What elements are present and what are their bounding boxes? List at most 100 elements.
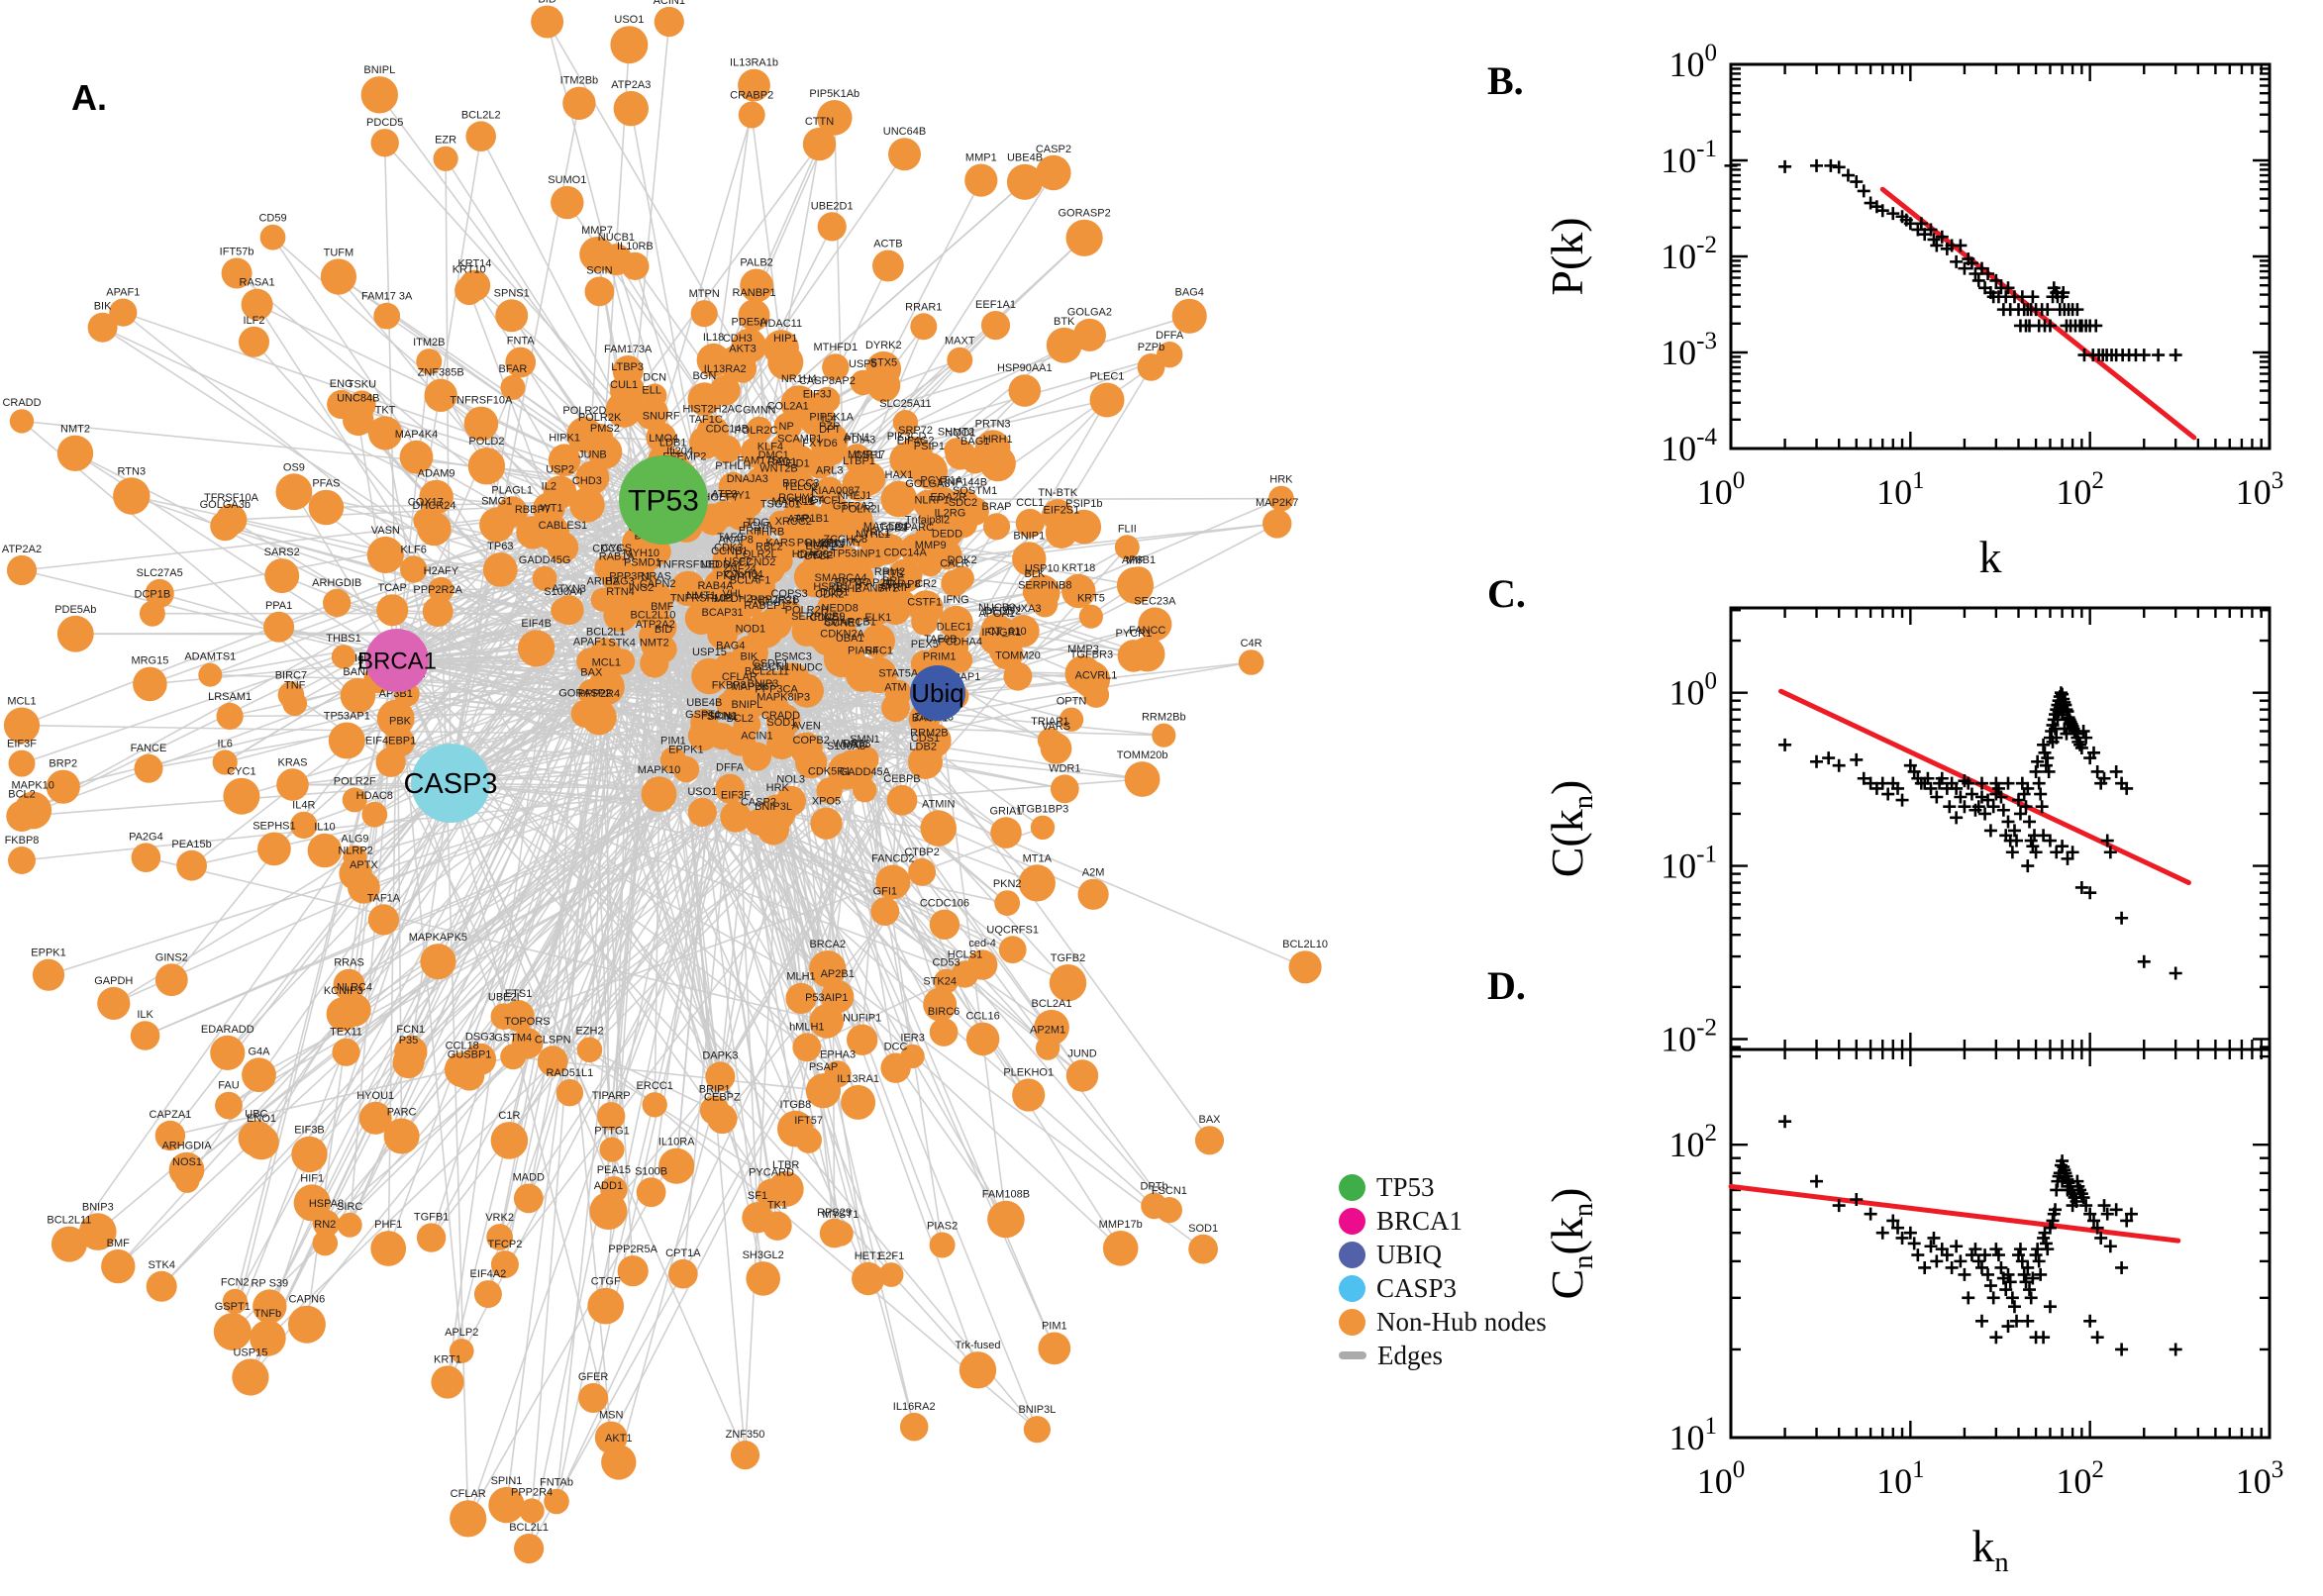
hub-node-brca1 <box>365 629 429 692</box>
svg-text:TNFRSF10D: TNFRSF10D <box>656 559 720 571</box>
svg-text:CTCFL: CTCFL <box>809 495 844 507</box>
svg-text:RABEP1: RABEP1 <box>744 600 786 612</box>
svg-text:FCN2: FCN2 <box>221 1277 250 1289</box>
svg-text:BAX: BAX <box>580 667 603 679</box>
svg-text:kn​: kn​ <box>1971 1521 2008 1578</box>
svg-text:CD53: CD53 <box>933 956 960 968</box>
svg-text:IFNG: IFNG <box>943 594 968 606</box>
svg-text:PSAP: PSAP <box>809 1061 838 1073</box>
svg-text:DPT: DPT <box>819 424 841 436</box>
svg-text:NRAS: NRAS <box>641 570 671 582</box>
svg-text:JUND: JUND <box>1067 1047 1096 1059</box>
svg-text:SNURF: SNURF <box>643 411 680 423</box>
svg-text:HSPA8: HSPA8 <box>309 1198 344 1210</box>
svg-text:ALG9: ALG9 <box>341 834 368 846</box>
svg-text:ZNF385B: ZNF385B <box>418 367 464 379</box>
svg-text:Cn​(kn​): Cn​(kn​) <box>1542 1188 1599 1300</box>
svg-text:SPIN1: SPIN1 <box>707 711 739 723</box>
svg-text:SMARCA4: SMARCA4 <box>815 572 867 584</box>
svg-text:BCL2: BCL2 <box>727 713 755 725</box>
svg-text:10-1: 10-1 <box>1661 842 1717 886</box>
svg-text:KLF4: KLF4 <box>758 441 783 452</box>
svg-text:MAP4K4: MAP4K4 <box>395 429 438 441</box>
svg-text:PTHLH: PTHLH <box>715 460 751 472</box>
svg-text:CCNB1: CCNB1 <box>711 546 748 557</box>
svg-text:CHD3: CHD3 <box>572 475 602 487</box>
svg-text:BIK: BIK <box>94 301 112 313</box>
svg-text:DCN: DCN <box>643 371 666 383</box>
svg-text:SOD1: SOD1 <box>1188 1223 1218 1235</box>
svg-text:AP1B1: AP1B1 <box>795 513 829 525</box>
svg-text:GADD45G: GADD45G <box>519 554 571 566</box>
svg-text:NUDC: NUDC <box>791 662 823 674</box>
svg-text:THRB: THRB <box>755 527 784 539</box>
svg-text:TFRSF10A: TFRSF10A <box>204 492 259 504</box>
svg-text:PRTN3: PRTN3 <box>975 418 1011 430</box>
svg-text:PHF1: PHF1 <box>374 1219 402 1231</box>
svg-text:ATR: ATR <box>787 514 808 526</box>
svg-text:TUFM: TUFM <box>324 247 354 258</box>
svg-text:SIRC: SIRC <box>337 1201 362 1213</box>
svg-text:PDIA3: PDIA3 <box>845 435 876 447</box>
svg-text:TCAP: TCAP <box>378 582 407 594</box>
panel-d-label: D. <box>1487 963 1526 1008</box>
svg-text:HET1: HET1 <box>855 1250 882 1262</box>
svg-text:PSMC3: PSMC3 <box>774 651 812 663</box>
svg-text:HMGB2: HMGB2 <box>805 539 844 550</box>
svg-text:PALB2: PALB2 <box>740 257 772 269</box>
svg-text:PPP4C: PPP4C <box>834 577 869 589</box>
svg-text:KCNIP3: KCNIP3 <box>324 985 363 997</box>
svg-text:PPP2R4: PPP2R4 <box>578 688 620 700</box>
svg-text:SPIN1: SPIN1 <box>491 1475 523 1487</box>
svg-text:BTK: BTK <box>1054 316 1075 328</box>
svg-text:USP2: USP2 <box>546 464 574 476</box>
svg-text:HDAC11: HDAC11 <box>760 318 803 330</box>
svg-text:YY1: YY1 <box>730 490 751 502</box>
svg-text:POLD2: POLD2 <box>468 436 504 448</box>
svg-text:EIF4EBP1: EIF4EBP1 <box>365 736 416 748</box>
svg-text:BIRC6: BIRC6 <box>928 1006 960 1018</box>
svg-text:CDK2: CDK2 <box>815 589 844 601</box>
svg-text:JUNB: JUNB <box>578 449 607 460</box>
svg-text:NOS1: NOS1 <box>172 1156 202 1168</box>
svg-text:ERH: ERH <box>739 526 761 538</box>
svg-text:PSIP1: PSIP1 <box>914 441 945 452</box>
svg-text:USO1: USO1 <box>687 786 717 798</box>
svg-text:EPHA3: EPHA3 <box>820 1048 856 1060</box>
svg-text:PIAS2: PIAS2 <box>927 1221 958 1233</box>
svg-text:100: 100 <box>1697 467 1746 512</box>
svg-text:IMPDH2: IMPDH2 <box>711 593 753 605</box>
svg-text:101: 101 <box>1876 1456 1925 1501</box>
svg-text:CEBPB: CEBPB <box>883 773 920 785</box>
svg-text:PKMYT1: PKMYT1 <box>716 570 759 582</box>
svg-text:STAT5A: STAT5A <box>878 668 919 680</box>
svg-text:Trk-fused: Trk-fused <box>955 1340 1000 1351</box>
svg-text:RBL2: RBL2 <box>756 541 783 552</box>
legend-label: BRCA1 <box>1376 1205 1464 1236</box>
svg-text:EIF3F: EIF3F <box>7 739 37 750</box>
svg-text:PKN2: PKN2 <box>993 878 1022 890</box>
svg-text:IL16RA2: IL16RA2 <box>893 1401 936 1413</box>
svg-text:IER3: IER3 <box>900 1033 924 1045</box>
svg-text:UBE4B: UBE4B <box>686 697 722 709</box>
svg-text:NUCB1: NUCB1 <box>598 232 635 244</box>
svg-text:RAD51L1: RAD51L1 <box>547 1067 594 1079</box>
svg-text:HAX1: HAX1 <box>885 469 914 481</box>
svg-text:IFNGR1: IFNGR1 <box>981 627 1021 639</box>
svg-text:DCC: DCC <box>884 1042 908 1053</box>
svg-text:ATF3: ATF3 <box>712 489 738 501</box>
svg-text:ELK1: ELK1 <box>864 612 891 624</box>
svg-text:MRG15: MRG15 <box>131 655 168 667</box>
svg-text:GFER: GFER <box>578 1371 609 1383</box>
svg-text:EIF3B: EIF3B <box>294 1125 325 1137</box>
svg-text:NAT1: NAT1 <box>843 739 869 750</box>
svg-text:BRAP: BRAP <box>982 501 1012 513</box>
svg-text:PYCR1: PYCR1 <box>1116 628 1153 640</box>
hub-node-casp3 <box>411 744 490 823</box>
svg-text:PMS2: PMS2 <box>590 423 620 435</box>
svg-text:CALR: CALR <box>940 558 968 570</box>
svg-text:IL10: IL10 <box>314 822 335 834</box>
svg-text:CDH3: CDH3 <box>723 333 753 345</box>
svg-text:AP2M1: AP2M1 <box>1030 1024 1065 1036</box>
